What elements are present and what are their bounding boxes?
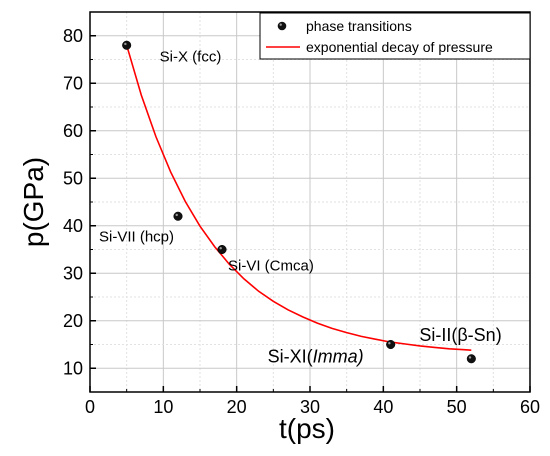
data-point-highlight — [388, 342, 391, 345]
data-point — [386, 339, 396, 350]
data-point-highlight — [124, 42, 127, 46]
data-point-highlight — [175, 213, 178, 217]
data-point — [173, 211, 183, 221]
decay-curve-line — [125, 45, 472, 351]
x-axis-title: t(ps) — [279, 413, 335, 444]
legend-marker-point — [277, 21, 287, 31]
x-tick-label: 0 — [85, 397, 95, 417]
x-tick-label: 60 — [520, 397, 540, 417]
legend: phase transitions exponential decay of pr… — [259, 12, 531, 60]
point-label: Si-X (fcc) — [160, 48, 222, 65]
x-tick-label: 40 — [373, 397, 393, 417]
y-tick-label: 50 — [63, 168, 83, 188]
point-label: Si-II(β-Sn) — [419, 325, 501, 345]
data-point-highlight — [468, 356, 472, 359]
point-label: Si-XI(Imma) — [268, 347, 364, 367]
x-tick-label: 30 — [300, 397, 320, 417]
legend-label-exponential-decay: exponential decay of pressure — [306, 39, 493, 55]
plot-series — [122, 40, 476, 364]
x-tick-label: 50 — [447, 397, 467, 417]
point-label: Si-VII (hcp) — [99, 228, 174, 245]
legend-label-phase-transitions: phase transitions — [306, 18, 412, 34]
y-axis-title: p(GPa) — [18, 157, 49, 247]
y-tick-label: 40 — [63, 216, 83, 236]
point-label: Si-VI (Cmca) — [228, 258, 314, 275]
data-point — [122, 40, 132, 50]
point-labels: Si-X (fcc) Si-VII (hcp) Si-VI (Cmca) Si-XI(… — [99, 48, 502, 366]
y-tick-label: 80 — [63, 26, 83, 46]
y-tick-label: 60 — [63, 121, 83, 141]
legend-marker-point-highlight — [279, 23, 282, 26]
y-tick-label: 30 — [63, 263, 83, 283]
data-point — [217, 244, 227, 255]
x-tick-label: 10 — [153, 397, 173, 417]
data-point-highlight — [219, 247, 222, 250]
x-tick-label: 20 — [227, 397, 247, 417]
y-tick-label: 10 — [63, 358, 83, 378]
legend-box — [259, 12, 531, 60]
y-tick-label: 70 — [63, 73, 83, 93]
data-point — [466, 354, 476, 364]
y-tick-label: 20 — [63, 311, 83, 331]
